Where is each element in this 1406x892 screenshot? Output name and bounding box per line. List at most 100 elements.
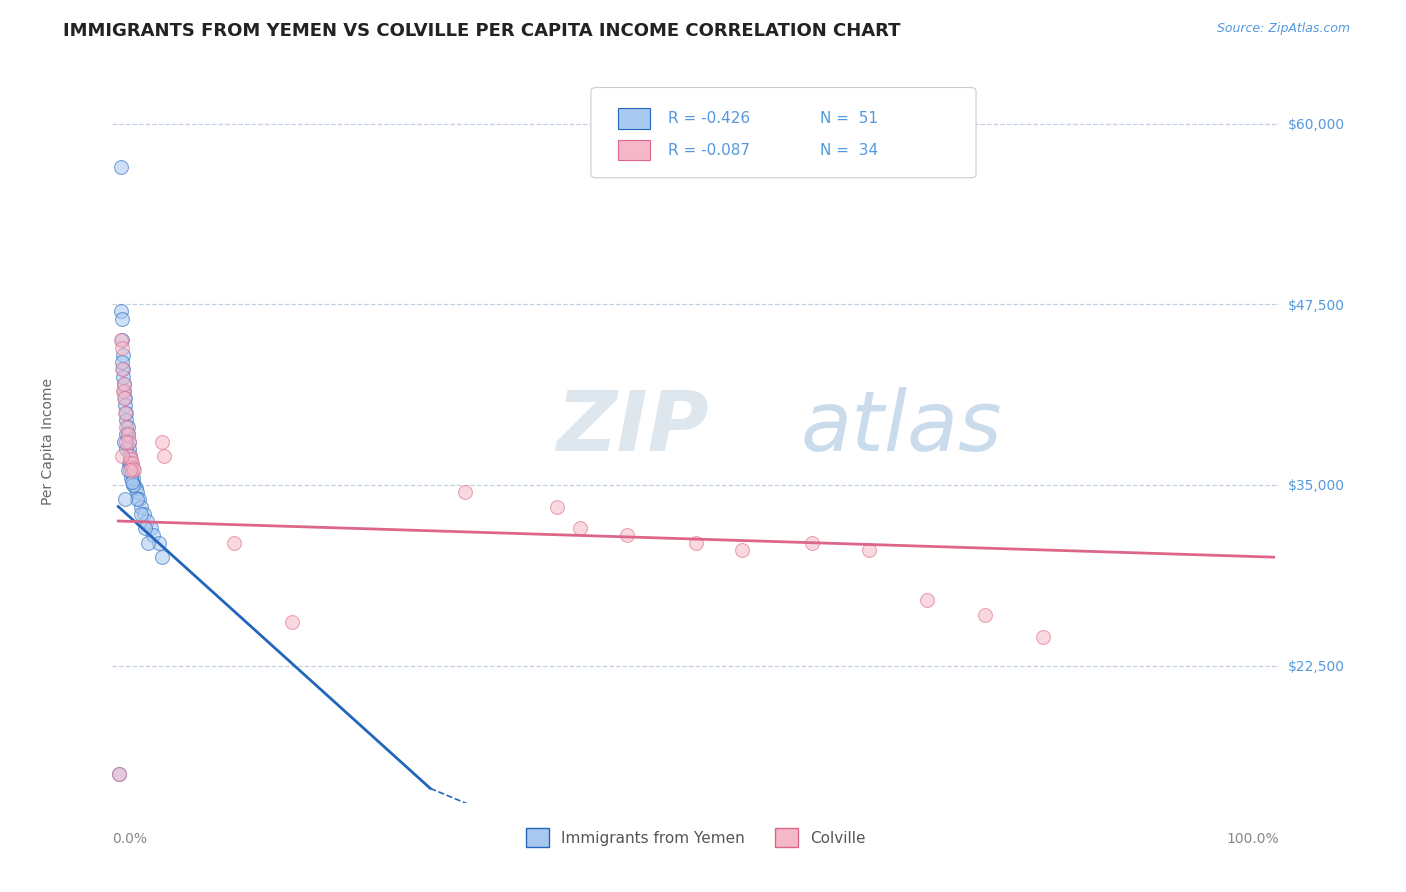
Point <box>121 475 143 489</box>
Point <box>153 449 176 463</box>
Text: N =  51: N = 51 <box>820 112 877 126</box>
Point <box>685 535 707 549</box>
Point <box>111 334 134 348</box>
Point <box>118 449 141 463</box>
Point <box>120 460 142 475</box>
Point <box>110 160 132 174</box>
Point <box>124 481 146 495</box>
Point <box>115 413 138 427</box>
Text: R = -0.087: R = -0.087 <box>668 143 749 158</box>
Point <box>134 521 156 535</box>
Point <box>112 434 135 449</box>
Point <box>128 492 150 507</box>
Point <box>118 442 141 456</box>
Point <box>111 362 134 376</box>
Point <box>858 542 880 557</box>
Point <box>117 420 139 434</box>
Point <box>111 449 134 463</box>
Point <box>118 456 141 470</box>
Point <box>800 535 823 549</box>
FancyBboxPatch shape <box>617 109 651 128</box>
Point <box>973 607 995 622</box>
Point <box>115 442 138 456</box>
Point <box>136 514 159 528</box>
Point <box>118 463 141 477</box>
Point <box>222 535 245 549</box>
Point <box>110 334 132 348</box>
Point <box>114 492 136 507</box>
Text: IMMIGRANTS FROM YEMEN VS COLVILLE PER CAPITA INCOME CORRELATION CHART: IMMIGRANTS FROM YEMEN VS COLVILLE PER CA… <box>63 22 901 40</box>
Text: 0.0%: 0.0% <box>112 831 148 846</box>
Point <box>117 463 139 477</box>
Point <box>150 550 173 565</box>
Point <box>111 369 134 384</box>
Point <box>111 341 134 355</box>
Point <box>111 384 134 398</box>
Point <box>110 304 132 318</box>
Point <box>131 500 153 514</box>
Point <box>112 376 135 391</box>
Point <box>150 434 173 449</box>
Point <box>1032 630 1054 644</box>
Text: N =  34: N = 34 <box>820 143 877 158</box>
Point <box>546 500 568 514</box>
Point <box>124 463 146 477</box>
FancyBboxPatch shape <box>591 87 976 178</box>
Point <box>118 434 141 449</box>
Point <box>131 507 153 521</box>
Point <box>731 542 754 557</box>
Point <box>121 456 143 470</box>
Point <box>122 478 145 492</box>
Point <box>114 391 136 405</box>
Point <box>114 398 136 412</box>
Point <box>122 470 145 484</box>
Point <box>117 427 139 442</box>
Text: Per Capita Income: Per Capita Income <box>41 378 55 505</box>
Point <box>120 456 142 470</box>
FancyBboxPatch shape <box>617 140 651 161</box>
Point <box>121 463 143 477</box>
Point <box>111 362 134 376</box>
Point <box>280 615 302 630</box>
Point <box>136 535 159 549</box>
Point <box>115 427 138 442</box>
Point <box>112 384 135 398</box>
Point <box>112 391 135 405</box>
Point <box>121 467 143 481</box>
Point <box>915 593 938 607</box>
Point <box>118 434 141 449</box>
Point <box>125 485 148 500</box>
Point <box>117 427 139 442</box>
Point <box>108 767 131 781</box>
Point <box>616 528 638 542</box>
Point <box>122 460 145 475</box>
Text: R = -0.426: R = -0.426 <box>668 112 749 126</box>
Point <box>114 406 136 420</box>
Point <box>118 449 141 463</box>
Point <box>108 767 131 781</box>
Point <box>120 451 142 466</box>
Point <box>125 492 148 507</box>
Point <box>139 521 162 535</box>
Point <box>118 456 141 470</box>
Point <box>111 355 134 369</box>
Point <box>115 406 138 420</box>
Point <box>569 521 592 535</box>
Text: 100.0%: 100.0% <box>1227 831 1279 846</box>
Text: Source: ZipAtlas.com: Source: ZipAtlas.com <box>1216 22 1350 36</box>
Text: atlas: atlas <box>801 386 1002 467</box>
Point <box>454 485 477 500</box>
Legend: Immigrants from Yemen, Colville: Immigrants from Yemen, Colville <box>520 822 872 853</box>
Point <box>148 535 170 549</box>
Point <box>118 451 141 466</box>
Point <box>115 420 138 434</box>
Text: ZIP: ZIP <box>555 386 709 467</box>
Point <box>132 507 155 521</box>
Point <box>111 348 134 362</box>
Point <box>112 376 135 391</box>
Point <box>124 478 146 492</box>
Point <box>111 311 134 326</box>
Point <box>115 434 138 449</box>
Point <box>120 470 142 484</box>
Point <box>142 528 165 542</box>
